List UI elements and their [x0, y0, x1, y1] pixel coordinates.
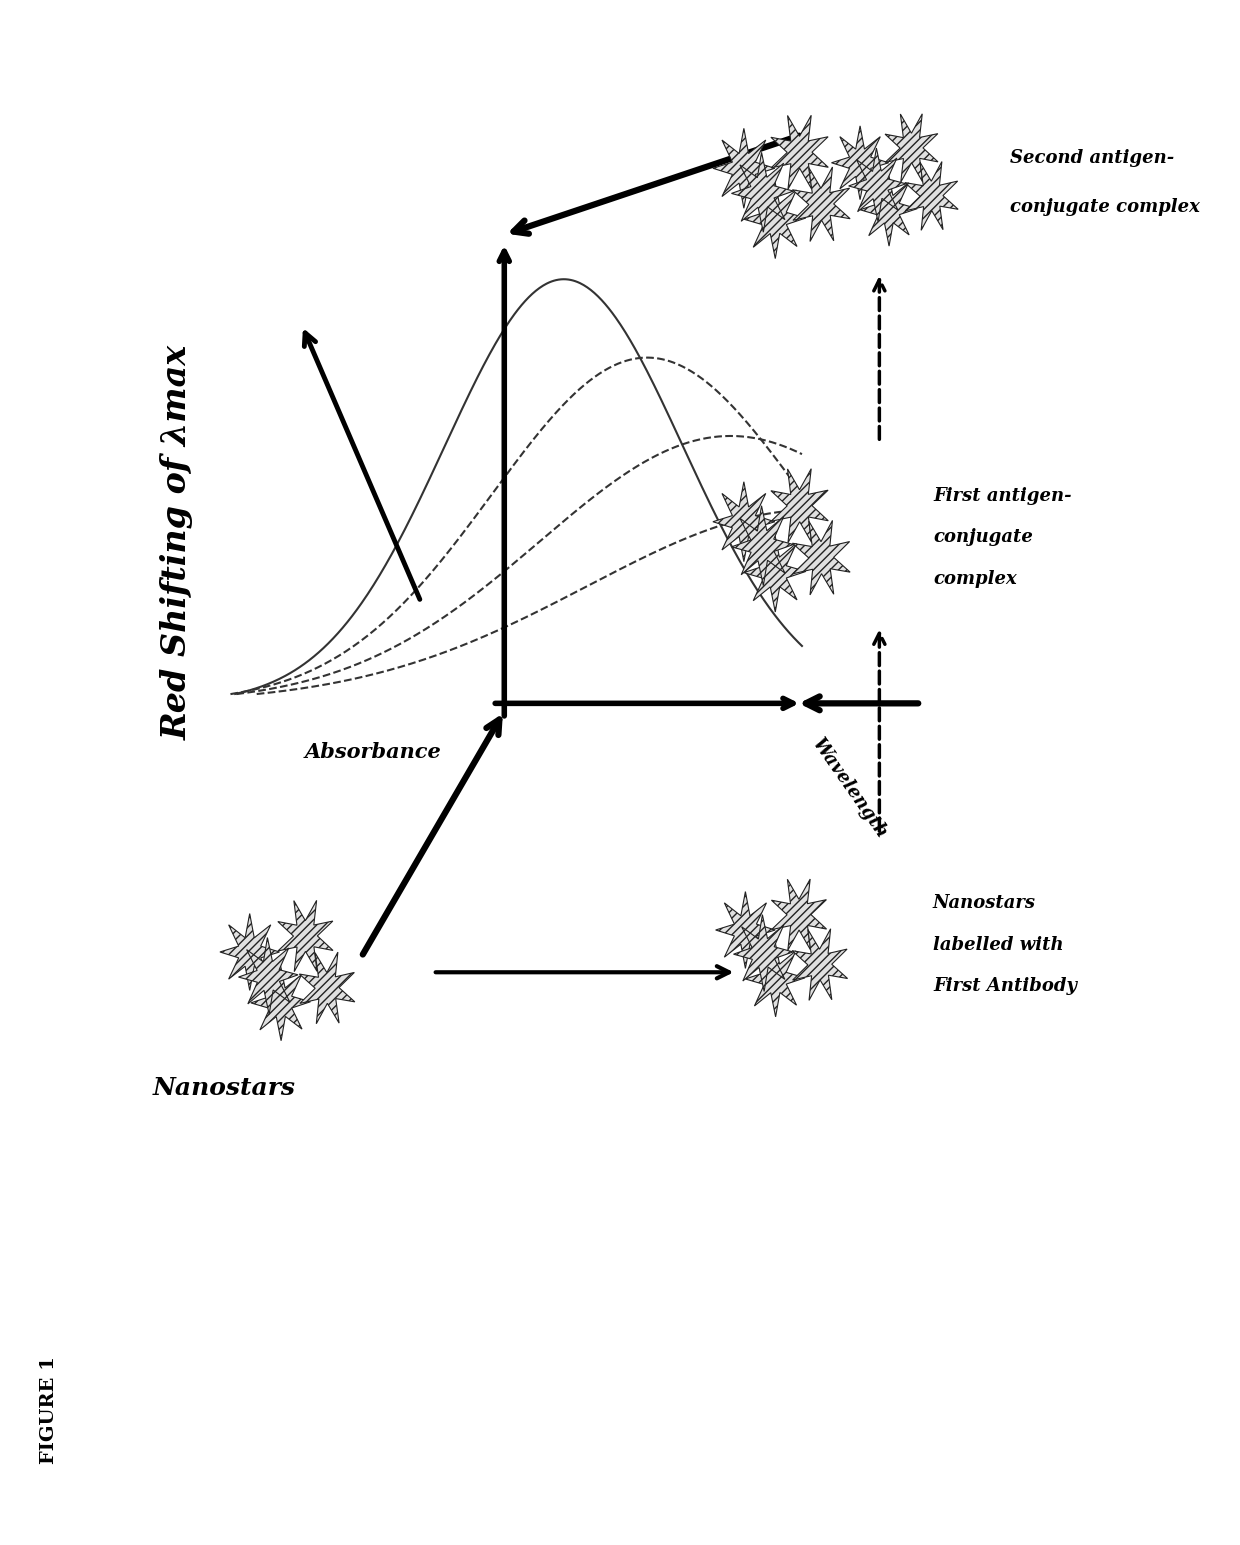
- Text: Red Shifting of λmax: Red Shifting of λmax: [160, 345, 193, 740]
- Polygon shape: [745, 939, 805, 1017]
- Polygon shape: [744, 179, 806, 258]
- Text: Absorbance: Absorbance: [305, 742, 441, 762]
- Text: Second antigen-: Second antigen-: [1011, 148, 1174, 167]
- Polygon shape: [905, 162, 959, 230]
- Polygon shape: [832, 125, 889, 199]
- Polygon shape: [299, 952, 355, 1024]
- Polygon shape: [848, 148, 905, 222]
- Text: complex: complex: [932, 570, 1017, 589]
- Polygon shape: [732, 153, 794, 232]
- Text: Nanostars: Nanostars: [932, 895, 1035, 912]
- Text: conjugate: conjugate: [932, 528, 1033, 547]
- Polygon shape: [771, 879, 827, 950]
- Text: labelled with: labelled with: [932, 936, 1064, 953]
- Polygon shape: [715, 891, 775, 969]
- Text: First antigen-: First antigen-: [932, 487, 1071, 505]
- Polygon shape: [278, 901, 334, 972]
- Polygon shape: [792, 167, 851, 241]
- Polygon shape: [219, 913, 279, 990]
- Polygon shape: [238, 938, 298, 1015]
- Text: Nanostars: Nanostars: [153, 1075, 296, 1100]
- Polygon shape: [885, 114, 937, 182]
- Polygon shape: [250, 964, 310, 1041]
- Text: First Antibody: First Antibody: [932, 976, 1078, 995]
- Polygon shape: [713, 128, 775, 209]
- Polygon shape: [713, 482, 775, 562]
- Polygon shape: [732, 505, 794, 586]
- Polygon shape: [861, 173, 918, 246]
- Polygon shape: [771, 468, 828, 542]
- Text: FIGURE 1: FIGURE 1: [40, 1357, 58, 1465]
- Polygon shape: [771, 116, 828, 190]
- Text: conjugate complex: conjugate complex: [1011, 198, 1200, 216]
- Polygon shape: [792, 929, 848, 1001]
- Polygon shape: [744, 531, 806, 612]
- Polygon shape: [792, 521, 851, 595]
- Polygon shape: [734, 915, 794, 992]
- Text: Wavelength: Wavelength: [808, 734, 890, 842]
